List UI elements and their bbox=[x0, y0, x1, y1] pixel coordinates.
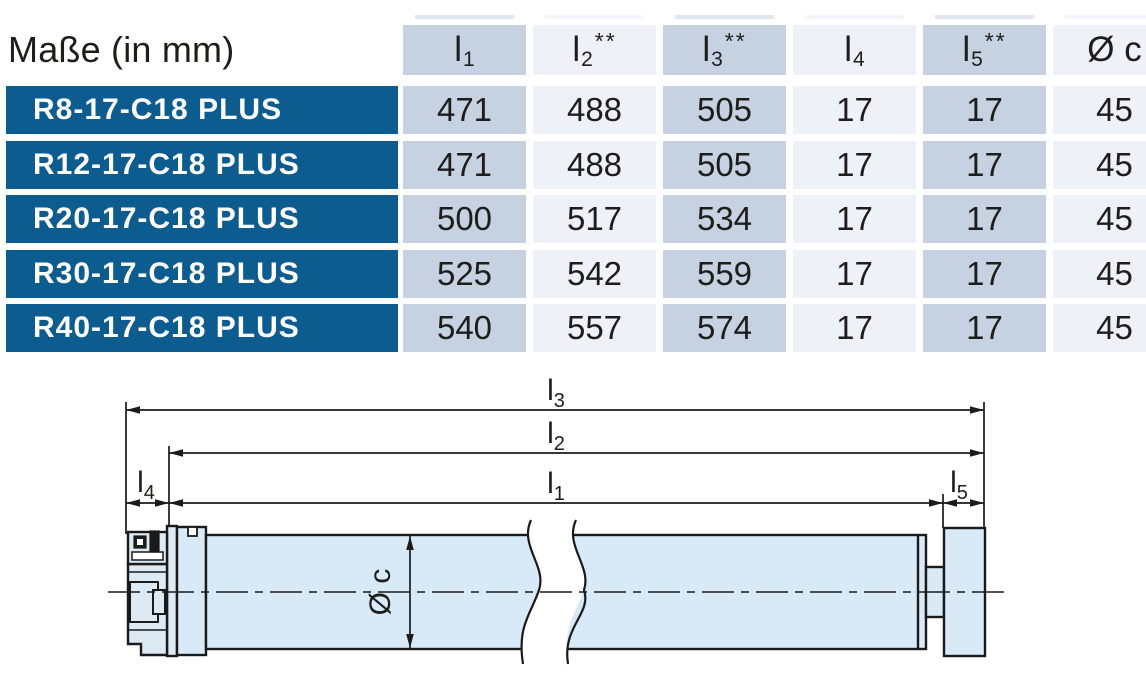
dimension-value-cell: 471 bbox=[403, 86, 526, 134]
column-header-footnote-stars: ** bbox=[984, 27, 1007, 54]
column-header-subscript: 3 bbox=[711, 48, 723, 71]
dimension-value-cell: 559 bbox=[663, 250, 786, 298]
column-header-diameter: Ø c bbox=[1053, 25, 1146, 75]
motor-clip-notch bbox=[137, 539, 143, 545]
column-header-subscript: 2 bbox=[581, 48, 593, 71]
dimension-value-cell: 17 bbox=[923, 250, 1046, 298]
column-header-base: Ø c bbox=[1087, 30, 1142, 69]
column-header-2: l 2 ** bbox=[533, 25, 656, 75]
model-label-cell: R30-17-C18 PLUS bbox=[6, 250, 398, 298]
column-header-base: l bbox=[702, 30, 711, 69]
tube-break-line-right bbox=[566, 519, 587, 665]
column-header-subscript: 1 bbox=[463, 48, 475, 71]
dimension-value-cell: 17 bbox=[923, 304, 1046, 352]
cropped-row-remnant bbox=[1065, 15, 1146, 19]
dimension-value-cell: 17 bbox=[793, 304, 916, 352]
column-header-base: l bbox=[572, 30, 581, 69]
column-header-footnote-stars: ** bbox=[594, 27, 617, 54]
table-title: Maße (in mm) bbox=[8, 29, 235, 70]
column-header-5: l 5 ** bbox=[923, 25, 1046, 75]
tube-break-line-left bbox=[520, 519, 542, 665]
dimension-value-cell: 505 bbox=[663, 86, 786, 134]
model-label-cell: R8-17-C18 PLUS bbox=[6, 86, 398, 134]
dim-label-l1: l1 bbox=[547, 467, 565, 505]
dimension-value-cell: 17 bbox=[923, 141, 1046, 189]
dimension-value-cell: 45 bbox=[1053, 250, 1146, 298]
column-header-subscript: 4 bbox=[853, 48, 865, 71]
dimension-value-cell: 525 bbox=[403, 250, 526, 298]
dimension-value-cell: 542 bbox=[533, 250, 656, 298]
model-label-cell: R20-17-C18 PLUS bbox=[6, 195, 398, 243]
motor-dimension-drawing: l3 l2 l1 l4 l5 Ø c bbox=[108, 374, 1006, 665]
dimension-value-cell: 17 bbox=[793, 250, 916, 298]
dim-label-l5: l5 bbox=[950, 466, 968, 504]
dimension-value-cell: 17 bbox=[923, 86, 1046, 134]
cropped-row-remnant bbox=[545, 15, 644, 19]
motor-clip-bar bbox=[131, 551, 164, 561]
cropped-row-remnant bbox=[415, 15, 514, 19]
dimension-value-cell: 517 bbox=[533, 195, 656, 243]
dimension-value-cell: 17 bbox=[923, 195, 1046, 243]
dimension-value-cell: 534 bbox=[663, 195, 786, 243]
motor-crown-ring bbox=[175, 525, 208, 657]
dimension-value-cell: 500 bbox=[403, 195, 526, 243]
dimension-value-cell: 540 bbox=[403, 304, 526, 352]
model-label-cell: R12-17-C18 PLUS bbox=[6, 141, 398, 189]
dimension-value-cell: 488 bbox=[533, 141, 656, 189]
column-header-base: l bbox=[844, 30, 853, 69]
dimension-value-cell: 471 bbox=[403, 141, 526, 189]
motor-crown-slot bbox=[187, 526, 198, 537]
dim-label-l4: l4 bbox=[137, 466, 155, 504]
cropped-row-remnant bbox=[935, 15, 1034, 19]
dimension-value-cell: 505 bbox=[663, 141, 786, 189]
dim-label-diameter: Ø c bbox=[364, 569, 397, 616]
dimension-value-cell: 557 bbox=[533, 304, 656, 352]
dim-label-l3: l3 bbox=[547, 374, 565, 412]
dimension-value-cell: 17 bbox=[793, 141, 916, 189]
motor-plug-pin bbox=[152, 589, 166, 615]
dim-label-l2: l2 bbox=[547, 417, 565, 455]
dimension-value-cell: 574 bbox=[663, 304, 786, 352]
column-header-footnote-stars: ** bbox=[724, 27, 747, 54]
model-label-cell: R40-17-C18 PLUS bbox=[6, 304, 398, 352]
dimension-value-cell: 488 bbox=[533, 86, 656, 134]
column-header-subscript: 5 bbox=[971, 48, 983, 71]
motor-head-plate bbox=[165, 524, 179, 658]
dimension-value-cell: 17 bbox=[793, 86, 916, 134]
column-header-base: l bbox=[962, 30, 971, 69]
column-header-base: l bbox=[454, 30, 463, 69]
dimension-value-cell: 45 bbox=[1053, 195, 1146, 243]
dimension-value-cell: 17 bbox=[793, 195, 916, 243]
motor-clip-tooth-right bbox=[149, 530, 160, 553]
cropped-row-remnant bbox=[675, 15, 774, 19]
dimension-value-cell: 45 bbox=[1053, 304, 1146, 352]
cropped-row-remnant bbox=[805, 15, 904, 19]
dimension-value-cell: 45 bbox=[1053, 141, 1146, 189]
column-header-3: l 3 ** bbox=[663, 25, 786, 75]
dimension-value-cell: 45 bbox=[1053, 86, 1146, 134]
